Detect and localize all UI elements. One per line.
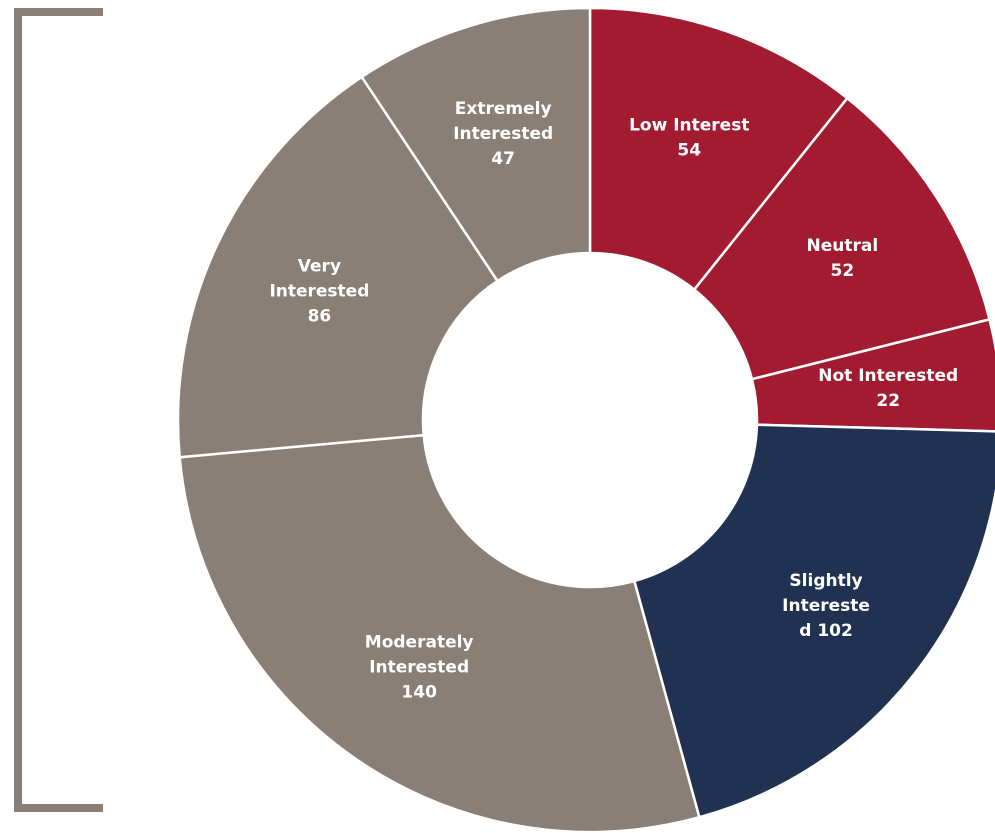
slice-low-interest [588, 6, 850, 292]
slice-label-line: 54 [677, 140, 701, 160]
slice-moderately-interested [178, 433, 701, 833]
slice-label-line: Low Interest [629, 115, 749, 135]
slice-label-slightly-interested: Slightly Intereste d 102 [782, 571, 870, 641]
slice-label-line: 22 [876, 391, 900, 411]
slice-label-line: Interested [453, 124, 553, 144]
slice-label-neutral: Neutral 52 [806, 236, 878, 281]
slice-label-line: Very [298, 256, 341, 276]
slice-label-line: Interested [269, 281, 369, 301]
slice-label-line: Interested [369, 658, 469, 678]
slice-not-interested [750, 317, 995, 433]
slice-label-not-interested: Not Interested 22 [818, 366, 958, 411]
slice-label-line: d 102 [799, 621, 853, 641]
slice-label-line: 140 [401, 683, 437, 703]
donut-labels: Low Interest 54 Neutral 52 Not Interested 22 S… [269, 99, 958, 703]
slice-label-line: Intereste [782, 596, 870, 616]
slice-label-moderately-interested: Moderately Interested 140 [365, 633, 474, 703]
slice-label-line: 47 [491, 149, 515, 169]
left-bracket [14, 8, 103, 812]
slice-label-line: Slightly [789, 571, 862, 591]
slice-neutral [692, 96, 992, 381]
slice-very-interested [176, 75, 500, 459]
slice-label-extremely-interested: Extremely Interested 47 [453, 99, 553, 169]
slice-label-line: Extremely [455, 99, 552, 119]
slice-label-low-interest: Low Interest 54 [629, 115, 749, 160]
slice-extremely-interested [360, 6, 592, 283]
slice-label-line: Moderately [365, 633, 474, 653]
slice-label-very-interested: Very Interested 86 [269, 256, 369, 326]
slice-label-line: 52 [830, 261, 854, 281]
slice-label-line: Not Interested [818, 366, 958, 386]
slice-slightly-interested [632, 423, 995, 819]
slice-label-line: 86 [308, 306, 332, 326]
donut-slices [176, 6, 995, 833]
slice-label-line: Neutral [806, 236, 878, 256]
